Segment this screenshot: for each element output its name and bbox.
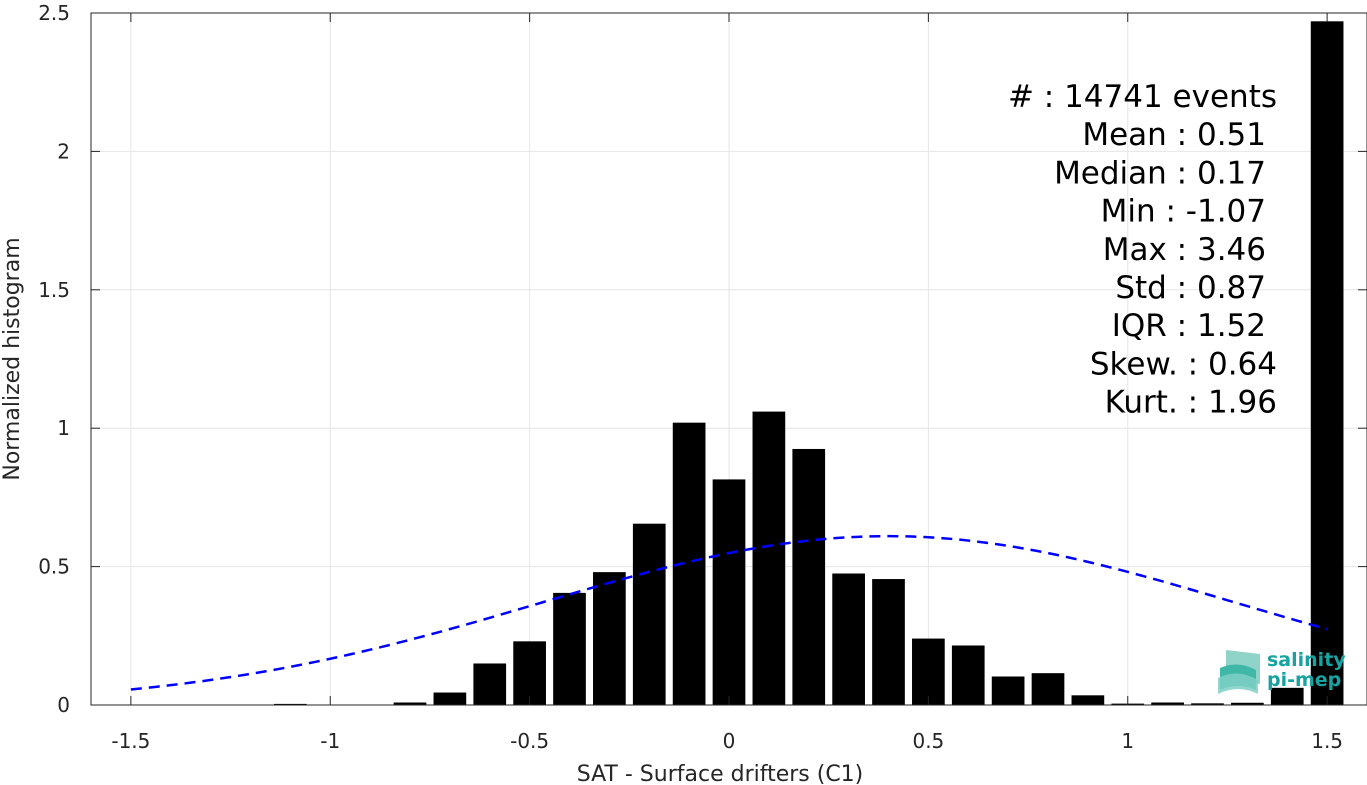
x-tick-label: 0 [723, 729, 736, 753]
stat-line: Mean : 0.51 [1082, 117, 1266, 153]
x-tick-label: 1.5 [1311, 729, 1343, 753]
stat-line: Max : 3.46 [1103, 232, 1266, 268]
wave-logo-icon [1218, 650, 1260, 694]
x-tick-label: -1.5 [111, 729, 150, 753]
histogram-bar [553, 592, 586, 705]
histogram-bar [593, 572, 626, 705]
histogram-bar [1151, 702, 1184, 705]
histogram-bar [393, 702, 427, 705]
histogram-bar [274, 703, 307, 705]
histogram-bar [951, 645, 985, 705]
x-tick-label: -1 [320, 729, 340, 753]
y-tick-label: 0.5 [38, 555, 70, 579]
histogram-bar [832, 573, 865, 705]
y-tick-label: 2 [57, 139, 70, 163]
stat-line: Std : 0.87 [1115, 270, 1266, 306]
histogram-bars [274, 21, 1344, 706]
histogram-bar [1310, 21, 1344, 705]
histogram-bar [433, 692, 467, 705]
x-tick-label: -0.5 [510, 729, 549, 753]
histogram-bar [1071, 695, 1105, 705]
y-tick-label: 2.5 [38, 1, 70, 25]
y-tick-label: 0 [57, 693, 70, 717]
salinity-pi-mep-logo: salinity pi-mep [1218, 649, 1346, 694]
axis-ticks [91, 12, 1367, 706]
histogram-bar [632, 523, 666, 705]
y-tick-label: 1 [57, 416, 70, 440]
stat-line: Min : -1.07 [1101, 194, 1266, 230]
gaussian-fit-curve [130, 534, 1328, 691]
y-tick-labels: 0 0.5 1 1.5 2 2.5 [38, 1, 70, 717]
histogram-bar [1270, 687, 1304, 705]
stat-line: IQR : 1.52 [1112, 308, 1266, 344]
stat-line: # : 14741 events [1008, 79, 1277, 115]
histogram-bar [1231, 702, 1264, 705]
x-tick-label: 0.5 [912, 729, 944, 753]
histogram-bar [872, 579, 905, 705]
histogram-bar [513, 641, 546, 705]
stat-line: Skew. : 0.64 [1090, 346, 1277, 382]
histogram-bar [473, 663, 507, 705]
x-tick-labels: -1.5 -1 -0.5 0 0.5 1 1.5 [111, 729, 1343, 753]
histogram-bar [991, 676, 1025, 705]
histogram-bar [1031, 673, 1065, 705]
logo-text-salinity: salinity [1267, 649, 1346, 671]
logo-text-pi-mep: pi-mep [1267, 669, 1341, 691]
y-axis-label: Normalized histogram [0, 237, 25, 480]
x-tick-label: 1 [1121, 729, 1134, 753]
histogram-bar [1191, 703, 1224, 705]
histogram-bar [752, 411, 786, 705]
histogram-bar [712, 479, 746, 705]
stat-line: Median : 0.17 [1054, 155, 1266, 191]
histogram-bar [912, 638, 945, 705]
stat-line: Kurt. : 1.96 [1105, 385, 1277, 421]
y-tick-label: 1.5 [38, 278, 70, 302]
histogram-bar [792, 448, 826, 705]
x-axis-label: SAT - Surface drifters (C1) [577, 762, 864, 785]
